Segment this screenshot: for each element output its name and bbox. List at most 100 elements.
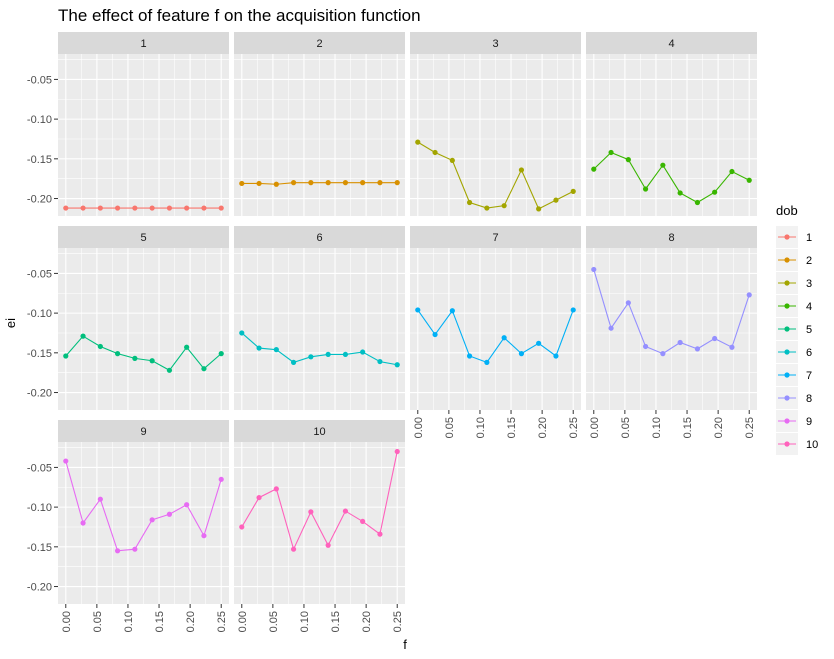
data-point [184, 344, 190, 350]
data-point [694, 346, 701, 352]
legend-key-point [784, 441, 790, 447]
x-tick-label: 0.05 [268, 611, 280, 632]
data-point [570, 188, 576, 194]
data-point [449, 157, 455, 164]
legend-label: 8 [806, 393, 812, 405]
data-point [394, 448, 400, 455]
data-point [712, 335, 718, 342]
facet-panel-2: 2 [234, 32, 405, 216]
y-tick-label: -0.10 [27, 308, 52, 320]
facet-panel-7: 7 0.00 0.05 0.10 0.15 0.20 0.25 [410, 226, 581, 438]
data-point [625, 300, 631, 306]
facet-strip-label: 2 [316, 38, 322, 50]
facet-strip-label: 9 [140, 426, 146, 438]
data-point [97, 205, 103, 211]
legend-key-point [784, 257, 790, 263]
legend-item-1: 1 [776, 226, 812, 248]
data-point [149, 517, 155, 523]
data-point [132, 355, 138, 361]
data-point [308, 354, 314, 360]
y-axis-title: ei [3, 318, 18, 328]
facet-strip-label: 8 [668, 232, 674, 244]
x-tick-label: 0.00 [237, 611, 249, 632]
x-tick-label: 0.25 [216, 611, 228, 632]
facet-strip-label: 5 [140, 232, 146, 244]
facet-strip [58, 226, 229, 248]
legend-label: 10 [806, 439, 818, 451]
series-line-6 [241, 332, 398, 366]
x-tick-label: 0.15 [330, 611, 342, 632]
data-point [325, 180, 331, 186]
facet-panel-5: 5 -0.20 -0.15 -0.10 -0.05 [27, 226, 229, 410]
y-tick-label: -0.20 [27, 582, 52, 594]
facet-strip-label: 3 [492, 38, 498, 50]
data-point [642, 343, 649, 350]
legend-key-point [784, 349, 790, 355]
facet-strip [234, 226, 405, 248]
data-point [218, 476, 224, 482]
data-point [218, 351, 224, 357]
data-point [518, 351, 525, 357]
data-point [256, 345, 262, 351]
series-line-10 [241, 451, 398, 551]
data-point [166, 511, 173, 517]
legend-item-8: 8 [776, 387, 812, 409]
x-tick-label: 0.20 [185, 611, 197, 632]
data-point [642, 186, 649, 192]
data-point [694, 199, 701, 206]
facet-strip [410, 226, 581, 248]
data-point [466, 199, 473, 206]
data-point [201, 533, 207, 539]
chart-title: The effect of feature f on the acquisiti… [58, 6, 421, 25]
legend-label: 5 [806, 324, 812, 336]
data-point [625, 157, 631, 163]
x-tick-label: 0.25 [744, 417, 756, 438]
legend: dob 1 2 3 4 5 6 7 8 9 10 [776, 203, 818, 455]
data-point [290, 546, 297, 552]
data-point [360, 518, 366, 525]
data-point [80, 333, 86, 339]
legend-key-point [784, 234, 790, 240]
data-point [501, 335, 507, 341]
legend-items: 1 2 3 4 5 6 7 8 9 10 [776, 226, 818, 455]
series-line-9 [65, 460, 222, 552]
data-point [166, 367, 173, 373]
facet-panel-8: 8 0.00 0.05 0.10 0.15 0.20 0.25 [586, 226, 757, 438]
facet-strip [410, 32, 581, 54]
x-tick-label: 0.10 [299, 611, 311, 632]
legend-key-point [784, 280, 790, 286]
data-point [415, 307, 421, 313]
data-point [553, 197, 559, 203]
x-tick-label: 0.10 [475, 417, 487, 438]
facet-strip-label: 1 [140, 38, 146, 50]
x-tick-label: 0.25 [568, 417, 580, 438]
data-point [132, 546, 138, 552]
data-point [536, 206, 542, 212]
data-point [677, 190, 683, 196]
data-point [184, 502, 190, 508]
data-point [184, 205, 190, 211]
data-point [360, 180, 366, 186]
x-tick-label: 0.15 [682, 417, 694, 438]
facet-panel-1: 1 -0.20 -0.15 -0.10 -0.05 [27, 32, 229, 216]
y-tick-label: -0.15 [27, 154, 52, 166]
series-line-2 [241, 182, 398, 185]
data-point [63, 353, 69, 359]
data-point [239, 524, 245, 530]
legend-label: 3 [806, 278, 812, 290]
series-line-8 [593, 269, 750, 355]
data-point [377, 358, 383, 365]
y-tick-label: -0.15 [27, 542, 52, 554]
data-point [660, 351, 666, 357]
data-point [608, 149, 614, 156]
data-point [132, 205, 138, 211]
data-point [608, 325, 614, 331]
data-point [432, 331, 438, 338]
series-line-4 [593, 151, 750, 204]
x-tick-label: 0.15 [154, 611, 166, 632]
data-point [501, 203, 507, 209]
data-point [432, 149, 438, 156]
legend-label: 4 [806, 301, 812, 313]
legend-item-10: 10 [776, 433, 818, 455]
data-point [201, 205, 207, 211]
